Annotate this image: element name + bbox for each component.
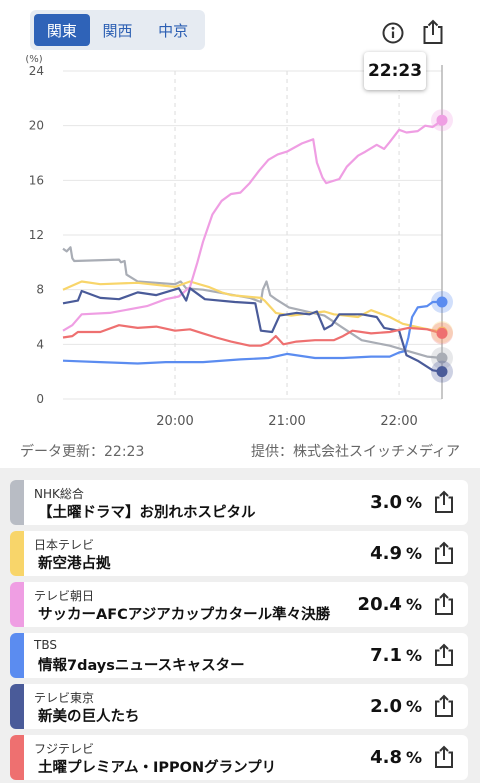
program-card-tv-asahi[interactable]: テレビ朝日 サッカーAFCアジアカップカタール準々決勝 20.4% <box>10 582 468 627</box>
program-card-nhk[interactable]: NHK総合 【土曜ドラマ】お別れホスピタル 3.0% <box>10 480 468 525</box>
series-end-point <box>436 327 448 339</box>
share-icon[interactable] <box>432 591 456 615</box>
rating-chart: 0 4 8 12 16 20 24(%) 20:00 21:00 22:00 <box>25 55 453 429</box>
program-title: 【土曜ドラマ】お別れホスピタル <box>38 505 256 521</box>
rating-value: 3.0% <box>370 492 422 513</box>
y-tick-label: 20 <box>29 119 44 133</box>
station-name: テレビ東京 <box>34 691 95 705</box>
station-name: TBS <box>34 638 57 652</box>
program-title: サッカーAFCアジアカップカタール準々決勝 <box>38 607 331 623</box>
station-color-bar <box>10 582 24 627</box>
station-color-bar <box>10 633 24 678</box>
series-line <box>62 119 443 332</box>
station-name: 日本テレビ <box>34 538 95 552</box>
x-tick-label: 22:00 <box>380 414 417 429</box>
program-card-tbs[interactable]: TBS 情報7daysニュースキャスター 7.1% <box>10 633 468 678</box>
share-icon[interactable] <box>432 693 456 717</box>
current-time-badge: 22:23 <box>364 52 426 90</box>
series-end-point <box>436 296 448 308</box>
tab-kansai[interactable]: 関西 <box>102 21 133 40</box>
y-unit-label: (%) <box>25 55 42 65</box>
region-tabs: 関東 関西 中京 <box>30 10 205 50</box>
series-line <box>62 280 443 334</box>
series-end-point <box>436 366 448 378</box>
program-title: 新空港占拠 <box>38 556 111 572</box>
y-tick-label: 12 <box>29 228 44 242</box>
series-end-point <box>436 114 448 126</box>
y-tick-label: 8 <box>36 283 44 297</box>
program-title: 新美の巨人たち <box>38 709 140 725</box>
x-tick-label: 20:00 <box>156 414 193 429</box>
station-color-bar <box>10 531 24 576</box>
y-tick-label: 4 <box>36 337 44 351</box>
share-icon[interactable] <box>420 18 446 44</box>
program-card-tv-tokyo[interactable]: テレビ東京 新美の巨人たち 2.0% <box>10 684 468 729</box>
rating-value: 4.9% <box>370 543 422 564</box>
station-name: NHK総合 <box>34 487 84 501</box>
tab-chukyo[interactable]: 中京 <box>158 21 189 40</box>
rating-value: 4.8% <box>370 747 422 768</box>
share-icon[interactable] <box>432 642 456 666</box>
share-icon[interactable] <box>432 489 456 513</box>
series-line <box>62 300 442 365</box>
program-title: 土曜プレミアム・IPPONグランプリ <box>38 760 277 776</box>
rating-value: 2.0% <box>370 696 422 717</box>
station-color-bar <box>10 480 24 525</box>
series-end-point <box>436 352 448 364</box>
provider-text: 提供：株式会社スイッチメディア <box>250 444 460 460</box>
program-card-ntv[interactable]: 日本テレビ 新空港占拠 4.9% <box>10 531 468 576</box>
tab-kanto[interactable]: 関東 <box>34 14 90 46</box>
data-updated-text: データ更新：22:23 <box>20 444 145 460</box>
station-name: テレビ朝日 <box>34 589 95 603</box>
y-tick-label: 16 <box>29 173 44 187</box>
series-line <box>62 324 443 347</box>
info-icon[interactable] <box>380 20 406 46</box>
station-color-bar <box>10 684 24 729</box>
program-title: 情報7daysニュースキャスター <box>38 658 245 674</box>
y-tick-label: 0 <box>36 392 44 406</box>
share-icon[interactable] <box>432 744 456 768</box>
program-card-fuji-tv[interactable]: フジテレビ 土曜プレミアム・IPPONグランプリ 4.8% <box>10 735 468 780</box>
station-name: フジテレビ <box>34 742 95 756</box>
rating-value: 20.4% <box>357 594 422 615</box>
rating-value: 7.1% <box>370 645 422 666</box>
x-tick-label: 21:00 <box>268 414 305 429</box>
station-color-bar <box>10 735 24 780</box>
program-list: NHK総合 【土曜ドラマ】お別れホスピタル 3.0% 日本テレビ 新空港占拠 4… <box>0 468 480 783</box>
series-line <box>62 287 443 373</box>
share-icon[interactable] <box>432 540 456 564</box>
y-tick-label: 24 <box>29 64 44 78</box>
